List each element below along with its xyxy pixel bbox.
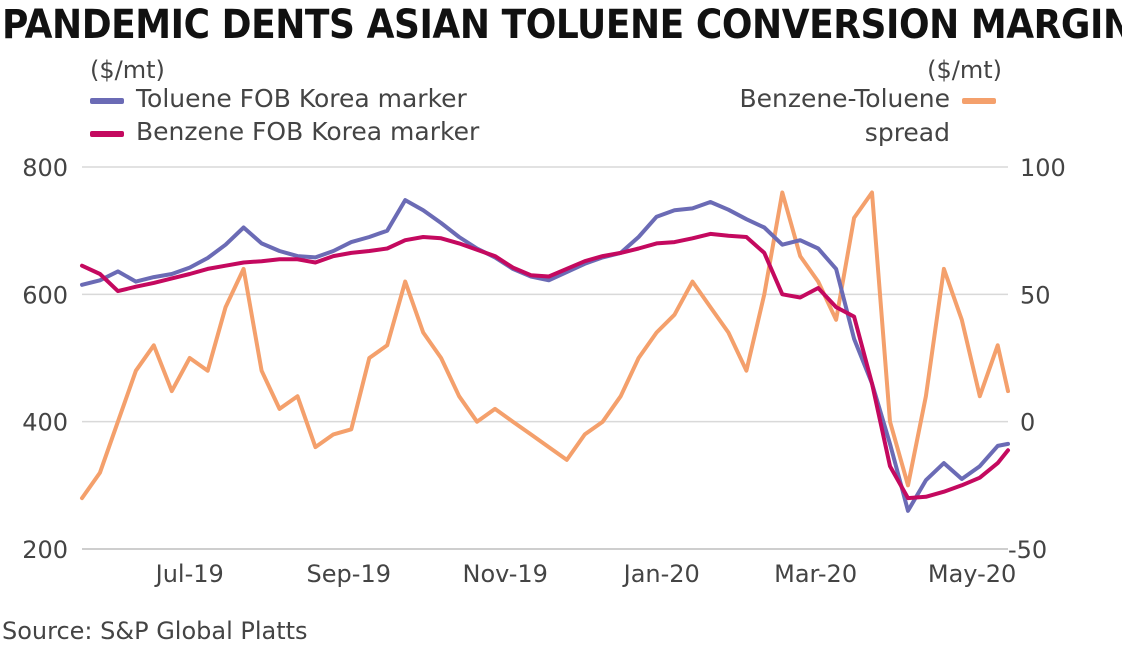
right-tick-0: 0 xyxy=(1020,409,1035,437)
right-axis-unit: ($/mt) xyxy=(927,56,1002,84)
x-tick-Mar-20: Mar-20 xyxy=(774,560,857,588)
x-tick-Jul-19: Jul-19 xyxy=(154,560,224,588)
series-line-benzene xyxy=(80,231,1010,501)
legend-benzene: Benzene FOB Korea marker xyxy=(136,117,480,146)
source-note: Source: S&P Global Platts xyxy=(2,617,308,645)
right-tick-50: 50 xyxy=(1020,281,1051,309)
left-tick-200: 200 xyxy=(22,536,68,564)
axis-ticks: 200 400 600 800 -50 0 50 100 Jul-19 Sep-19 Nov-19 J… xyxy=(22,154,1066,588)
gridlines xyxy=(82,166,1008,550)
left-axis-unit: ($/mt) xyxy=(90,56,165,84)
legend-swatch-spread xyxy=(962,98,996,104)
x-tick-Jan-20: Jan-20 xyxy=(622,560,700,588)
right-tick--50: -50 xyxy=(1008,536,1047,564)
chart-title: PANDEMIC DENTS ASIAN TOLUENE CONVERSION … xyxy=(2,2,1122,48)
series-lines xyxy=(80,190,1010,513)
right-tick-100: 100 xyxy=(1020,154,1066,182)
left-tick-400: 400 xyxy=(22,409,68,437)
legend-swatch-toluene xyxy=(90,98,124,104)
legend-swatch-benzene xyxy=(90,131,124,137)
x-tick-May-20: May-20 xyxy=(928,560,1016,588)
series-line-spread xyxy=(80,190,1010,501)
x-tick-Nov-19: Nov-19 xyxy=(463,560,548,588)
left-tick-600: 600 xyxy=(22,281,68,309)
legend-toluene: Toluene FOB Korea marker xyxy=(136,84,467,113)
series-line-toluene xyxy=(80,198,1010,513)
x-tick-Sep-19: Sep-19 xyxy=(307,560,391,588)
legend-spread-line1: Benzene-Toluene xyxy=(739,84,950,113)
left-tick-800: 800 xyxy=(22,154,68,182)
legend-spread-line2: spread xyxy=(864,118,950,147)
